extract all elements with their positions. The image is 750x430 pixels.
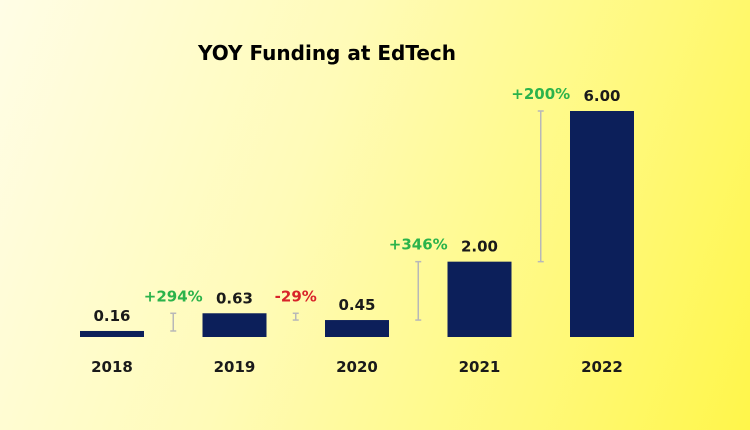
bars-group	[80, 111, 634, 337]
bar-2022	[570, 111, 634, 337]
change-label-2: -29%	[275, 287, 317, 305]
value-label-2018: 0.16	[93, 307, 130, 325]
x-tick-2020: 2020	[336, 358, 378, 376]
bar-2021	[447, 261, 512, 337]
change-label-1: +294%	[144, 287, 203, 305]
value-label-2020: 0.45	[338, 296, 375, 314]
x-tick-2021: 2021	[459, 358, 501, 376]
bar-2019	[202, 313, 267, 337]
value-label-2021: 2.00	[461, 238, 498, 256]
value-label-2019: 0.63	[216, 289, 253, 307]
x-tick-2018: 2018	[91, 358, 133, 376]
change-connectors-group	[170, 110, 544, 332]
bar-2018	[80, 330, 144, 337]
x-tick-2019: 2019	[214, 358, 256, 376]
x-tick-2022: 2022	[581, 358, 623, 376]
change-label-3: +346%	[389, 236, 448, 254]
change-label-4: +200%	[511, 85, 570, 103]
chart-title: YOY Funding at EdTech	[197, 41, 456, 65]
value-label-2022: 6.00	[583, 87, 620, 105]
labels-group: 0.16 2018 0.63 2019 0.45 2020 2.00 2021 6.00 2022…	[91, 85, 623, 376]
bar-2020	[325, 320, 389, 337]
